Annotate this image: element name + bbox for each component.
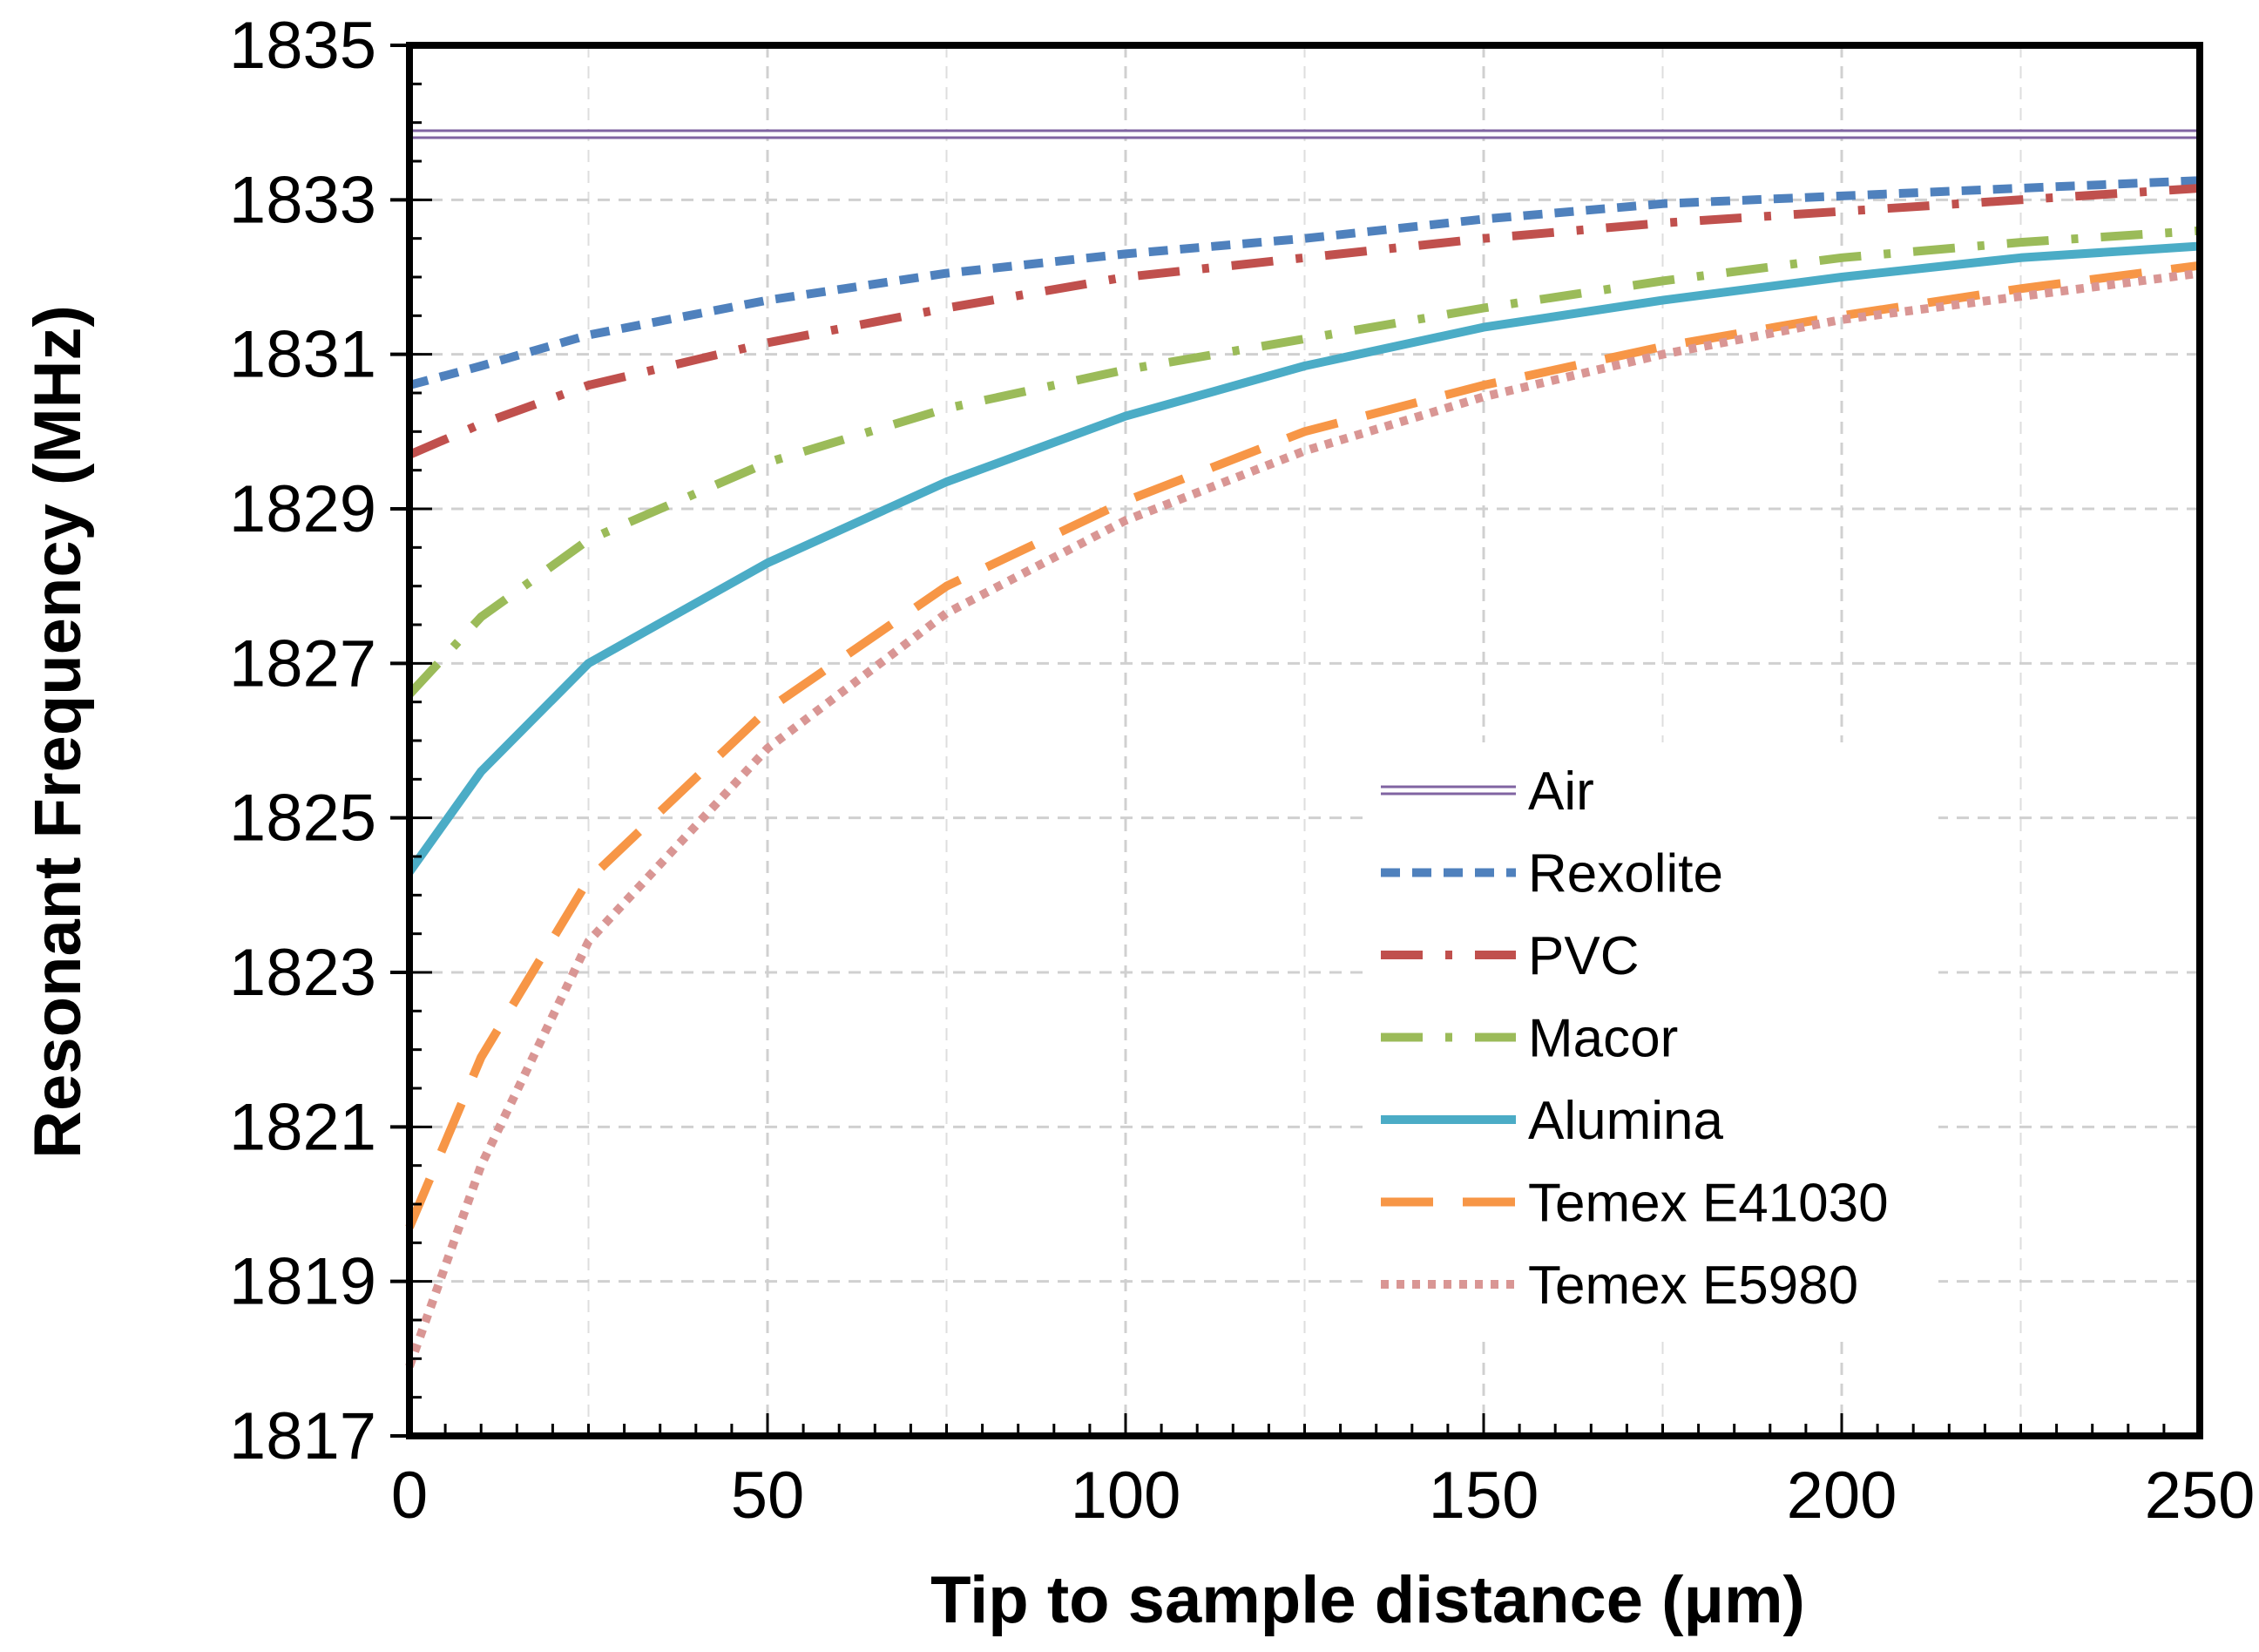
legend-temex-e5980-label: Temex E5980 [1528,1256,1858,1316]
x-tick-label: 50 [731,1459,805,1533]
y-tick-label: 1825 [229,782,376,856]
tick-labels: 0 50 100 150 200 250 1817 1819 1821 1823 1825 1827 1… [229,9,2255,1533]
y-tick-label: 1833 [229,163,376,237]
legend: Air Rexolite PVC Macor Alumina Temex E41030 Te… [1363,742,1938,1337]
y-tick-label: 1823 [229,936,376,1010]
series-rexolite-line [408,176,2201,389]
legend-air-label: Air [1528,762,1594,822]
y-axis-title: Resonant Frequency (MHz) [21,305,95,1159]
y-tick-label: 1831 [229,318,376,392]
x-tick-label: 250 [2145,1459,2256,1533]
y-tick-label: 1829 [229,472,376,546]
series-temex-e41030-line [405,261,2201,1229]
series-alumina-line [405,241,2201,875]
legend-macor-label: Macor [1528,1009,1678,1069]
y-tick-label: 1821 [229,1090,376,1164]
x-tick-label: 0 [391,1459,428,1533]
x-tick-label: 150 [1429,1459,1539,1533]
legend-alumina-label: Alumina [1528,1091,1724,1151]
legend-temex-e41030-label: Temex E41030 [1528,1174,1889,1234]
y-tick-label: 1835 [229,9,376,83]
y-tick-label: 1817 [229,1399,376,1473]
series-macor-line [406,226,2201,698]
legend-rexolite-label: Rexolite [1528,844,1723,904]
axes [390,42,2203,1439]
legend-background [1363,742,1938,1337]
y-tick-label: 1819 [229,1245,376,1319]
y-tick-label: 1827 [229,626,376,701]
x-axis-title: Tip to sample distance (μm) [930,1563,1805,1637]
x-tick-label: 100 [1071,1459,1181,1533]
series-layer [405,129,2201,1368]
x-tick-label: 200 [1787,1459,1897,1533]
legend-pvc-label: PVC [1528,926,1639,986]
